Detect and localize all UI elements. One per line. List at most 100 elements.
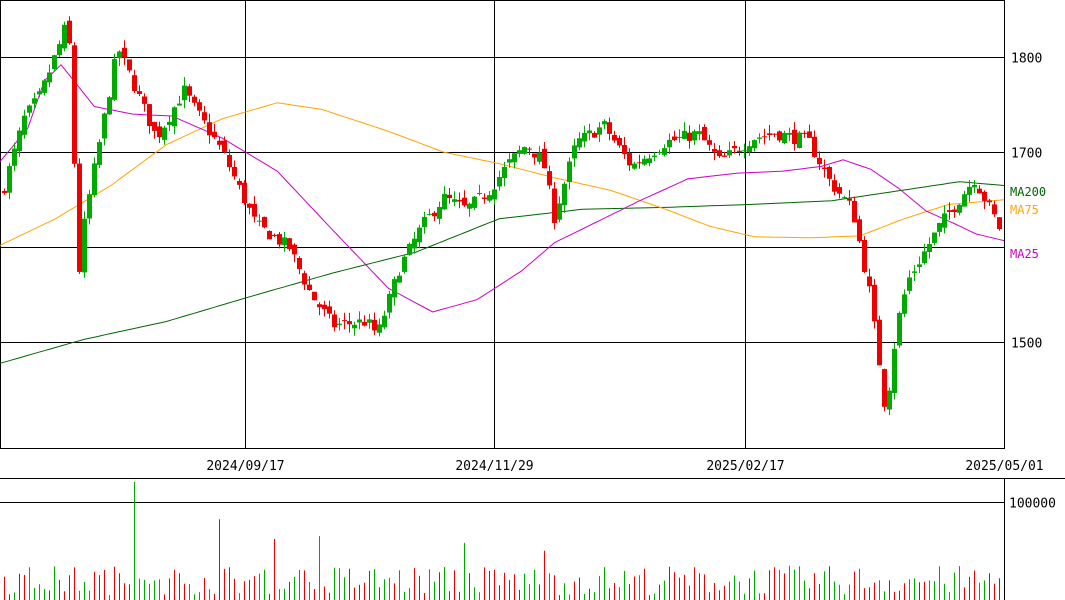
candle-body [487, 195, 492, 201]
ma75-label: MA75 [1010, 203, 1039, 217]
candle-body [427, 213, 432, 215]
date-tick-label: 2024/11/29 [455, 459, 533, 474]
candle-body [827, 167, 832, 179]
date-tick-label: 2024/09/17 [206, 459, 284, 474]
candle-body [607, 122, 612, 134]
candle-body [62, 24, 67, 49]
ma25-label: MA25 [1010, 247, 1039, 261]
candle-body [162, 127, 167, 140]
candle-body [952, 209, 957, 212]
candle-body [252, 203, 257, 217]
candle-body [222, 140, 227, 152]
candle-body [707, 140, 712, 145]
candle-body [452, 199, 457, 202]
candle-body [777, 131, 782, 141]
candle-body [577, 138, 582, 148]
candle-body [382, 315, 387, 328]
candle-body [2, 191, 7, 194]
candle-body [387, 293, 392, 313]
candle-body [852, 201, 857, 223]
candle-body [292, 244, 297, 255]
volume-axis-labels: 100000 [1009, 497, 1056, 512]
candle-body [882, 369, 887, 407]
candle-body [942, 213, 947, 228]
price-axis-labels: 1500 1700 1800 [1011, 52, 1042, 352]
candle-body [582, 132, 587, 142]
candle-body [647, 158, 652, 164]
candle-body [932, 232, 937, 243]
candle-body [567, 161, 572, 183]
candle-body [512, 153, 517, 163]
candle-body [267, 231, 272, 240]
candle-body [147, 104, 152, 126]
candle-body [437, 207, 442, 219]
volume-tick-label: 100000 [1009, 497, 1056, 512]
candle-body [867, 276, 872, 287]
candle-body [587, 130, 592, 134]
candle-body [377, 324, 382, 333]
candle-body [527, 148, 532, 150]
candle-body [372, 319, 377, 331]
candle-body [87, 194, 92, 219]
candle-body [737, 150, 742, 152]
candle-body [357, 319, 362, 323]
candle-body [892, 348, 897, 393]
candle-body [667, 139, 672, 148]
candle-body [272, 235, 277, 236]
candle-body [477, 193, 482, 194]
candle-body [807, 131, 812, 138]
ma25-path [0, 63, 1005, 313]
candle-body [117, 51, 122, 59]
candle-body [677, 136, 682, 138]
candle-body [502, 167, 507, 178]
candle-body [242, 182, 247, 203]
ma200-line [0, 181, 1005, 364]
candle-body [192, 96, 197, 103]
candle-body [367, 319, 372, 323]
candle-body [177, 103, 182, 106]
candle-body [872, 284, 877, 322]
candle-body [327, 306, 332, 314]
candle-body [182, 85, 187, 101]
candle-body [227, 155, 232, 168]
candle-body [402, 256, 407, 272]
candle-body [497, 177, 502, 187]
price-gridlines [0, 0, 1004, 448]
candle-body [552, 188, 557, 223]
candle-body [342, 320, 347, 322]
candle-body [12, 148, 17, 166]
candle-body [817, 157, 822, 165]
candle-body [332, 314, 337, 328]
candle-body [897, 312, 902, 346]
candle-body [412, 238, 417, 249]
candle-body [67, 20, 72, 44]
candle-body [507, 159, 512, 163]
candle-body [692, 131, 697, 141]
candle-body [812, 136, 817, 157]
candle-body [422, 216, 427, 228]
candle-body [42, 80, 47, 93]
candle-body [52, 55, 57, 69]
candle-body [912, 271, 917, 273]
candle-body [482, 197, 487, 199]
candle-body [397, 275, 402, 283]
candle-body [802, 132, 807, 134]
candle-body [97, 142, 102, 165]
candle-body [617, 138, 622, 146]
candle-body [72, 45, 77, 164]
candle-body [977, 188, 982, 194]
candle-body [627, 153, 632, 166]
candle-body [312, 291, 317, 301]
candle-body [967, 186, 972, 195]
candle-body [57, 44, 62, 56]
candle-body [532, 153, 537, 158]
ma200-label: MA200 [1010, 185, 1046, 199]
candle-body [887, 390, 892, 410]
candle-body [702, 127, 707, 141]
candle-body [732, 146, 737, 149]
candle-body [492, 189, 497, 200]
candle-body [447, 194, 452, 199]
candle-body [842, 197, 847, 199]
candle-body [752, 140, 757, 149]
